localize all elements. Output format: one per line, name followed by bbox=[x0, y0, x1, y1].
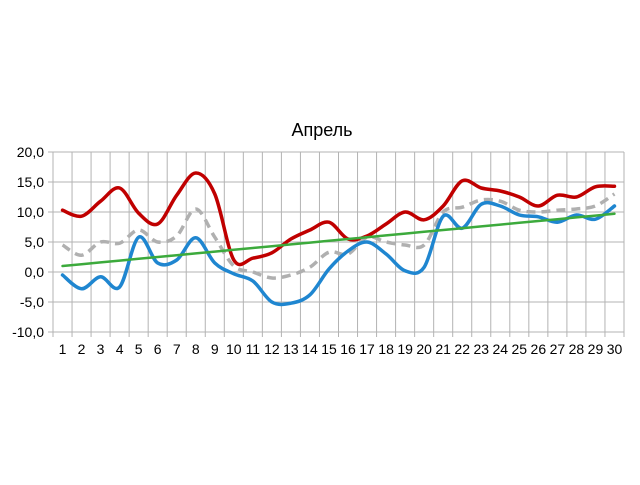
series-lines bbox=[60, 171, 617, 307]
x-tick-label: 20 bbox=[416, 341, 432, 357]
x-tick-label: 29 bbox=[588, 341, 604, 357]
y-tick-label: 5,0 bbox=[25, 234, 45, 250]
x-tick-label: 13 bbox=[283, 341, 299, 357]
series-line-1 bbox=[60, 171, 617, 267]
chart-title: Апрель bbox=[291, 120, 352, 140]
x-tick-label: 26 bbox=[531, 341, 547, 357]
x-tick-label: 28 bbox=[569, 341, 585, 357]
x-tick-label: 1 bbox=[59, 341, 67, 357]
x-tick-label: 4 bbox=[116, 341, 124, 357]
x-tick-label: 14 bbox=[302, 341, 318, 357]
y-tick-label: 0,0 bbox=[25, 264, 45, 280]
x-tick-label: 3 bbox=[97, 341, 105, 357]
x-tick-label: 5 bbox=[135, 341, 143, 357]
y-tick-label: -10,0 bbox=[12, 324, 44, 340]
x-tick-label: 17 bbox=[359, 341, 375, 357]
x-tick-label: 12 bbox=[264, 341, 280, 357]
x-tick-label: 27 bbox=[550, 341, 566, 357]
x-tick-label: 16 bbox=[340, 341, 356, 357]
axes: 20,015,010,05,00,0-5,0-10,01 2 3 4 5 6 7 8 9 10 11… bbox=[12, 144, 622, 357]
series-line-3 bbox=[60, 200, 617, 307]
y-tick-label: -5,0 bbox=[20, 294, 44, 310]
x-tick-label: 15 bbox=[321, 341, 337, 357]
x-tick-label: 2 bbox=[78, 341, 86, 357]
x-tick-label: 18 bbox=[378, 341, 394, 357]
x-tick-label: 10 bbox=[226, 341, 242, 357]
y-tick-label: 10,0 bbox=[17, 204, 44, 220]
series-line-2 bbox=[61, 192, 616, 280]
x-tick-label: 9 bbox=[211, 341, 219, 357]
x-tick-label: 11 bbox=[246, 341, 261, 357]
x-tick-label: 25 bbox=[512, 341, 528, 357]
x-tick-label: 6 bbox=[154, 341, 162, 357]
x-tick-label: 7 bbox=[173, 341, 181, 357]
x-tick-label: 21 bbox=[435, 341, 451, 357]
x-tick-label: 23 bbox=[473, 341, 489, 357]
x-tick-label: 8 bbox=[192, 341, 200, 357]
x-tick-label: 30 bbox=[607, 341, 623, 357]
grid-lines bbox=[52, 151, 625, 337]
x-tick-label: 22 bbox=[454, 341, 470, 357]
x-tick-label: 19 bbox=[397, 341, 413, 357]
y-tick-label: 20,0 bbox=[17, 144, 44, 160]
y-tick-label: 15,0 bbox=[17, 174, 44, 190]
x-tick-label: 24 bbox=[492, 341, 508, 357]
series-line-4 bbox=[61, 212, 616, 268]
